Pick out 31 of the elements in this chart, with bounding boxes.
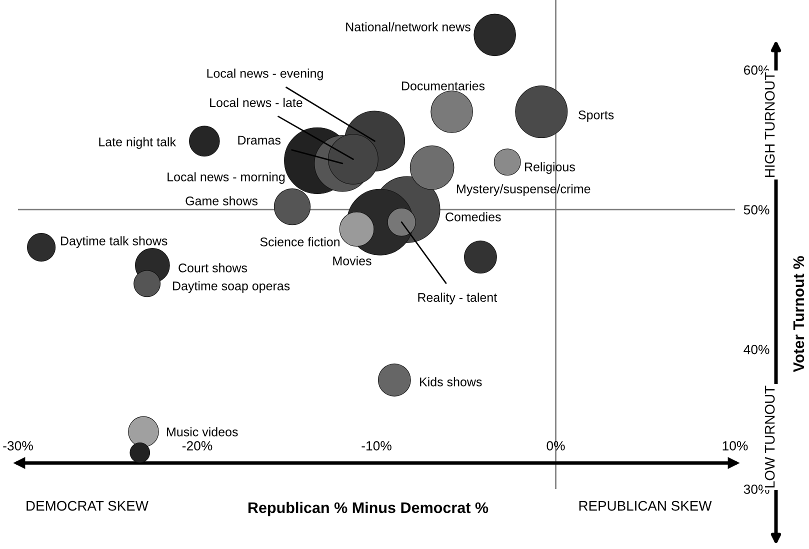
- x-tick-label: -20%: [182, 441, 212, 450]
- annotation: Dramas: [238, 136, 281, 145]
- annotation: Reality - talent: [418, 292, 498, 304]
- annotation: Documentaries: [402, 81, 485, 90]
- annotation: Comedies: [446, 212, 501, 222]
- annotation: Kids shows: [420, 377, 482, 386]
- x-tick-label: -30%: [3, 441, 33, 450]
- annotation: Daytime talk shows: [61, 236, 168, 248]
- x-tick-label: -10%: [362, 441, 392, 450]
- annotation: Local news - morning: [168, 172, 285, 184]
- annotation: Daytime soap operas: [173, 281, 290, 293]
- annotation: Late night talk: [99, 137, 176, 149]
- annotation: Local news - evening: [207, 68, 323, 80]
- x-axis-title: Republican % Minus Democrat %: [248, 502, 488, 516]
- y-axis-title: Voter Turnout %: [793, 256, 804, 372]
- annotation: Sports: [578, 110, 614, 122]
- annotation: Local news - late: [210, 98, 302, 108]
- annotation: Game shows: [186, 196, 258, 206]
- x-tick-label: 0%: [546, 441, 565, 450]
- annotation: Mystery/suspense/crime: [457, 184, 590, 196]
- annotation: Court shows: [178, 263, 248, 272]
- y-tick-label: 40%: [744, 344, 770, 354]
- y-tick-label: 50%: [744, 205, 770, 214]
- annotation: Movies: [333, 256, 372, 266]
- x-tick-label: 10%: [722, 441, 748, 450]
- annotation: Science fiction: [260, 237, 340, 246]
- annotation: National/network news: [346, 22, 470, 32]
- annotation: Music videos: [167, 427, 238, 436]
- text: DEMOCRAT SKEW: [26, 500, 148, 511]
- annotation: Religious: [525, 162, 575, 174]
- text: REPUBLICAN SKEW: [579, 500, 712, 511]
